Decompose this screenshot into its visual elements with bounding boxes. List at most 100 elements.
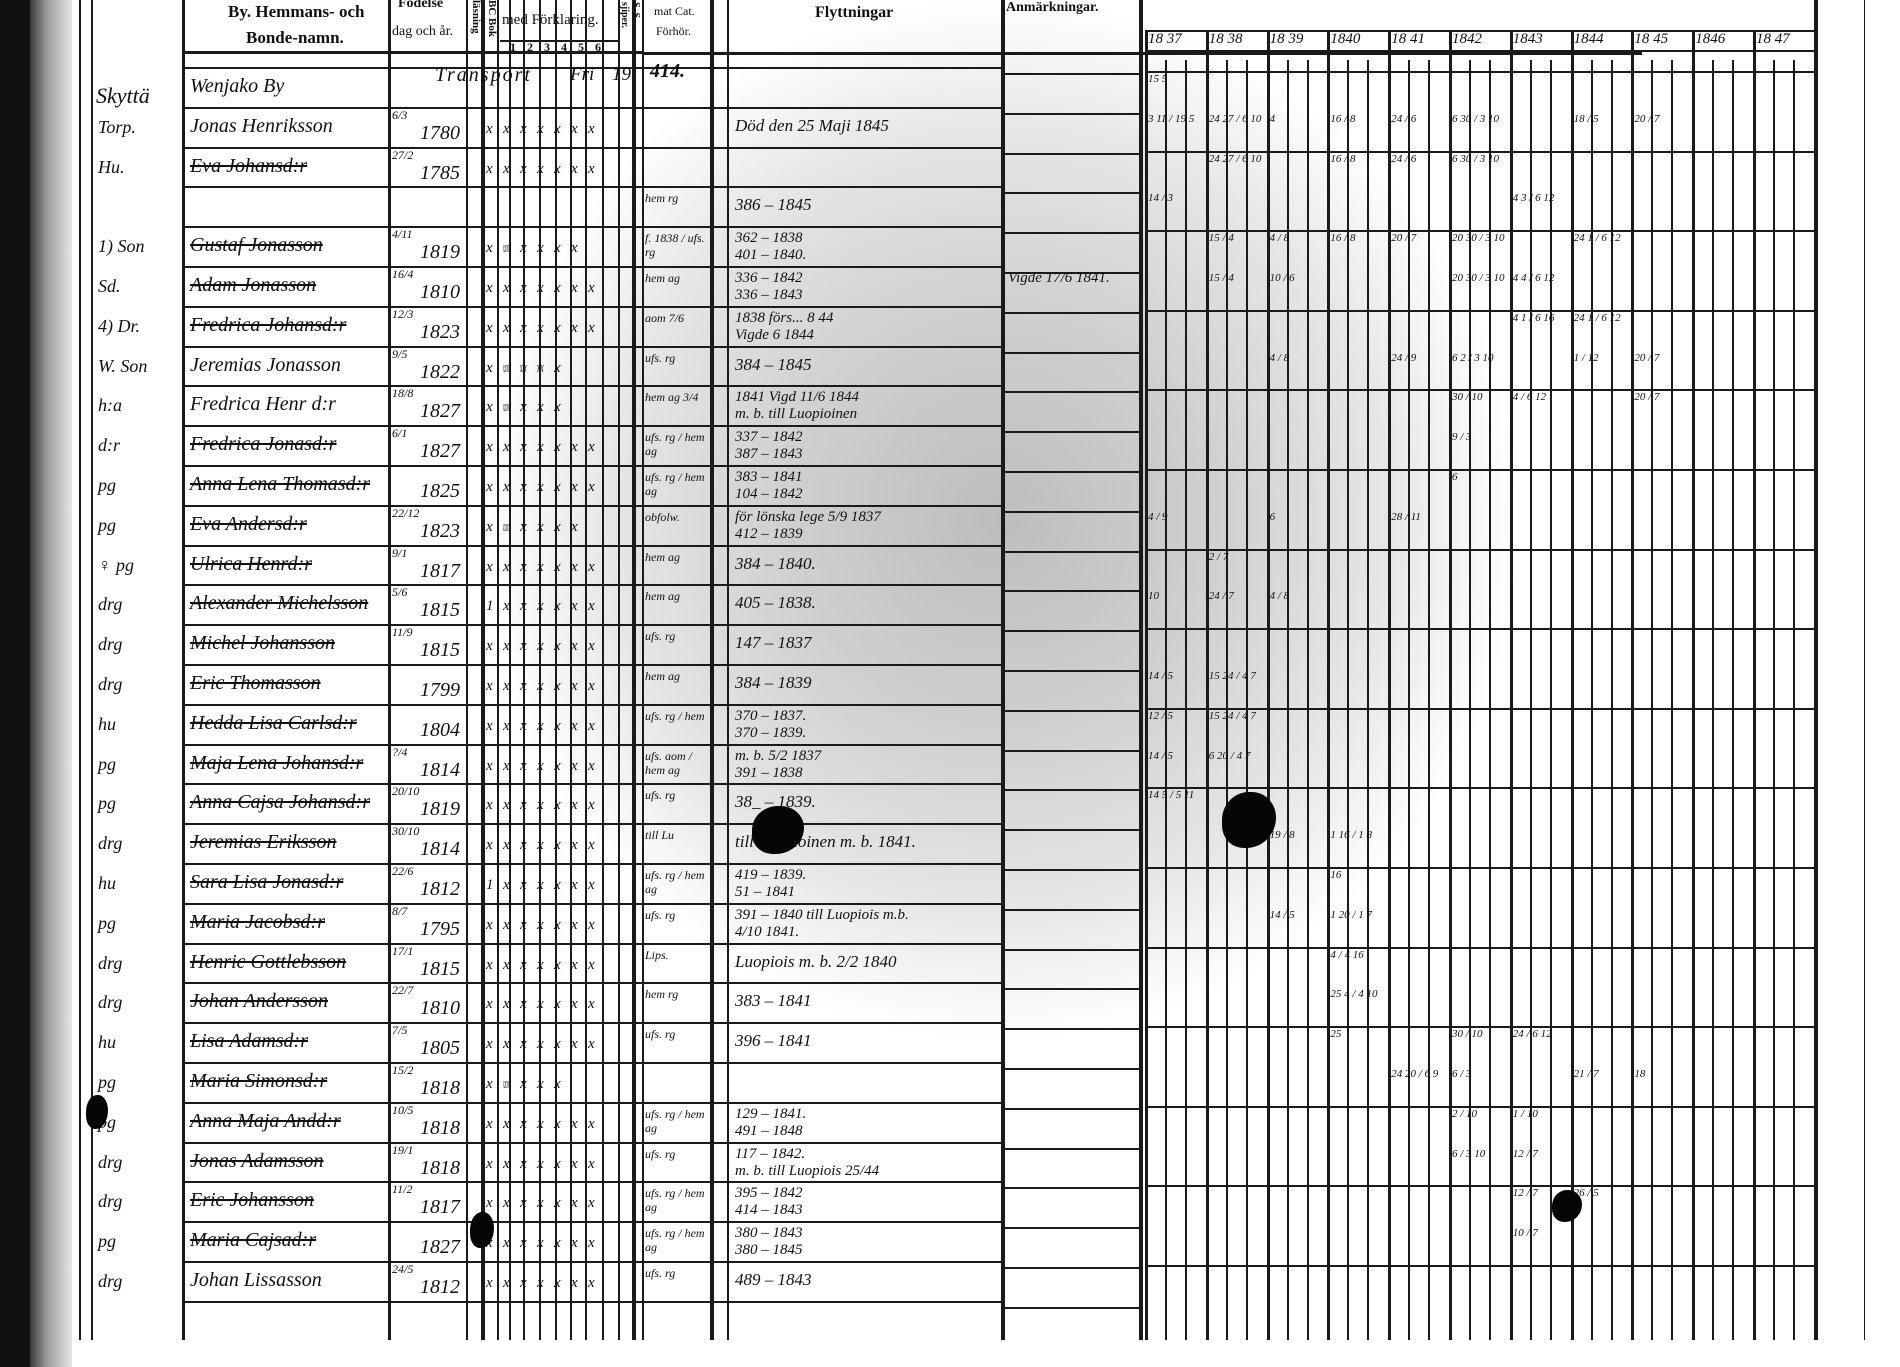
year-subcolumn-rule [1732, 60, 1735, 1340]
year-row-rule [1145, 71, 1817, 73]
catechism-mark: x [588, 638, 595, 655]
year-header-rule [1145, 30, 1817, 32]
catechism-mark: x [503, 757, 510, 774]
catechism-mark: xxxx [503, 359, 510, 376]
catechism-mark: xxxx [503, 1076, 510, 1092]
catechism-mark: x [554, 280, 561, 296]
row-rule [1001, 471, 1141, 473]
row-role: W. Son [98, 355, 148, 376]
move-note: 412 – 1839 [735, 525, 803, 542]
year-cell-note: 4 [1269, 112, 1276, 125]
year-cell-note: 4 1 / 6 16 [1512, 311, 1555, 324]
catechism-mark: x [554, 1195, 561, 1212]
column-rule [632, 0, 636, 1340]
year-cell-note: 15 / 4 [1208, 272, 1234, 284]
row-role: pg [98, 793, 116, 814]
catechism-mark: x [571, 877, 578, 893]
year-cell-note: 6 / 3 10 [1452, 1147, 1486, 1160]
row-rule [1001, 550, 1141, 553]
move-note: 386 – 1845 [735, 195, 812, 215]
year-subcolumn-rule [1245, 60, 1248, 1340]
person-name: Wenjako By [190, 75, 285, 97]
move-note: 391 – 1840 till Luopiois m.b. [735, 906, 909, 923]
catechism-mark: x [537, 1195, 544, 1212]
header-rule [642, 52, 1642, 55]
year-cell-note: 6 [1452, 471, 1458, 483]
year-cell-note: 4 / 8 [1269, 590, 1290, 603]
catechism-mark: x [503, 1036, 510, 1053]
catechism-mark: x [588, 837, 595, 854]
birth-year: 1819 [420, 798, 460, 821]
year-row-rule [1145, 1105, 1817, 1108]
year-cell-note: 10 / 6 [1269, 272, 1295, 284]
year-subcolumn-rule [1185, 60, 1187, 1340]
catechism-mark: x [571, 837, 578, 854]
move-note: m. b. 5/2 1837 [735, 747, 822, 764]
row-rule [182, 146, 1001, 149]
catechism-exam-note: ufs. rg [645, 788, 676, 803]
catechism-mark: x [486, 717, 493, 734]
row-rule [1001, 272, 1141, 274]
year-header: 18 38 [1208, 31, 1243, 47]
catechism-mark: x [571, 280, 578, 296]
year-cell-note: 20 / 7 [1391, 232, 1417, 245]
ink-blot [470, 1212, 494, 1248]
person-name: Johan Lissasson [190, 1269, 322, 1291]
catechism-mark: x [571, 1195, 578, 1212]
catechism-mark: x [503, 479, 510, 495]
row-role: hu [98, 1032, 116, 1053]
person-name: Jeremias Eriksson [190, 831, 337, 854]
row-role: pg [98, 475, 116, 495]
catechism-mark: x [554, 797, 561, 814]
catechism-mark: x [486, 120, 493, 137]
column-rule [642, 0, 644, 1340]
row-rule [182, 1141, 1001, 1144]
person-name: Eva Johansd:r [190, 154, 308, 177]
catechism-mark: x [571, 439, 578, 456]
transport-label: Transport [435, 64, 532, 86]
row-role: hu [98, 713, 116, 734]
birth-day: 8/7 [392, 903, 408, 918]
catechism-mark: x [486, 956, 493, 973]
year-subcolumn-rule [1671, 60, 1674, 1340]
catechism-exam-note: hem rg [645, 987, 679, 1002]
catechism-mark: x [571, 240, 578, 257]
year-header: 18 45 [1634, 31, 1669, 47]
row-rule [182, 106, 1001, 109]
column-rule [79, 0, 81, 1340]
year-subcolumn-rule [1165, 60, 1167, 1340]
header-name-col-2: Bonde-namn. [246, 28, 344, 47]
row-rule [182, 584, 1001, 587]
row-rule [182, 186, 1001, 189]
row-rule [1001, 869, 1141, 871]
birth-day: 9/5 [392, 346, 408, 361]
year-cell-note: 14 / 5 [1148, 749, 1174, 762]
row-role: pg [98, 912, 116, 933]
year-header: 18 37 [1148, 31, 1182, 47]
move-note: 384 – 1845 [735, 354, 812, 374]
birth-year: 1815 [420, 957, 460, 980]
catechism-part-label: 5 [578, 40, 584, 54]
row-rule [182, 703, 1001, 706]
person-name: Maja Lena Johansd:r [190, 751, 364, 774]
year-cell-note: 4 / 9 [1148, 510, 1168, 523]
person-name: Jonas Adamsson [190, 1149, 324, 1172]
year-subcolumn-rule [1793, 60, 1795, 1340]
birth-year: 1818 [420, 1077, 460, 1099]
catechism-mark: x [588, 797, 595, 814]
row-rule [182, 823, 1001, 826]
move-note: 384 – 1839 [735, 673, 812, 692]
row-role: Sd. [98, 276, 121, 296]
catechism-mark: x [486, 558, 493, 575]
column-rule [618, 0, 620, 1340]
catechism-mark: x [571, 916, 578, 933]
year-cell-note: 4 4 / 6 12 [1512, 272, 1555, 284]
catechism-mark: x [520, 120, 527, 137]
birth-year: 1812 [420, 1276, 460, 1298]
year-column-rule [1753, 30, 1756, 1340]
birth-day: 15/2 [392, 1063, 414, 1077]
year-cell-note: 24 27 / 6 10 [1208, 152, 1262, 165]
birth-year: 1827 [420, 440, 460, 463]
catechism-mark: x [537, 837, 544, 854]
catechism-mark: x [537, 598, 544, 615]
